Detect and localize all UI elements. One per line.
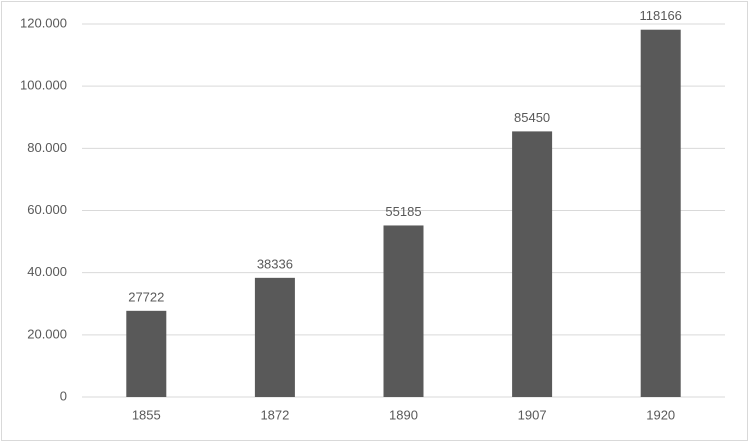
bar bbox=[126, 310, 167, 397]
x-tick-label: 1920 bbox=[646, 407, 675, 422]
data-label: 85450 bbox=[514, 110, 550, 125]
y-tick-label: 40.000 bbox=[27, 264, 67, 279]
bar bbox=[512, 131, 553, 397]
y-tick-label: 0 bbox=[60, 388, 67, 403]
x-tick-label: 1890 bbox=[389, 407, 418, 422]
bar bbox=[640, 29, 681, 397]
y-tick-label: 60.000 bbox=[27, 202, 67, 217]
data-label: 27722 bbox=[128, 289, 164, 304]
bar bbox=[383, 225, 424, 397]
y-tick-label: 20.000 bbox=[27, 326, 67, 341]
y-tick-label: 80.000 bbox=[27, 140, 67, 155]
x-tick-label: 1872 bbox=[260, 407, 289, 422]
y-tick-label: 120.000 bbox=[20, 15, 67, 30]
data-label: 55185 bbox=[385, 204, 421, 219]
bar bbox=[254, 277, 295, 397]
y-tick-label: 100.000 bbox=[20, 78, 67, 93]
data-label: 118166 bbox=[639, 8, 681, 23]
x-tick-label: 1907 bbox=[518, 407, 547, 422]
x-tick-label: 1855 bbox=[132, 407, 161, 422]
data-label: 38336 bbox=[257, 256, 293, 271]
